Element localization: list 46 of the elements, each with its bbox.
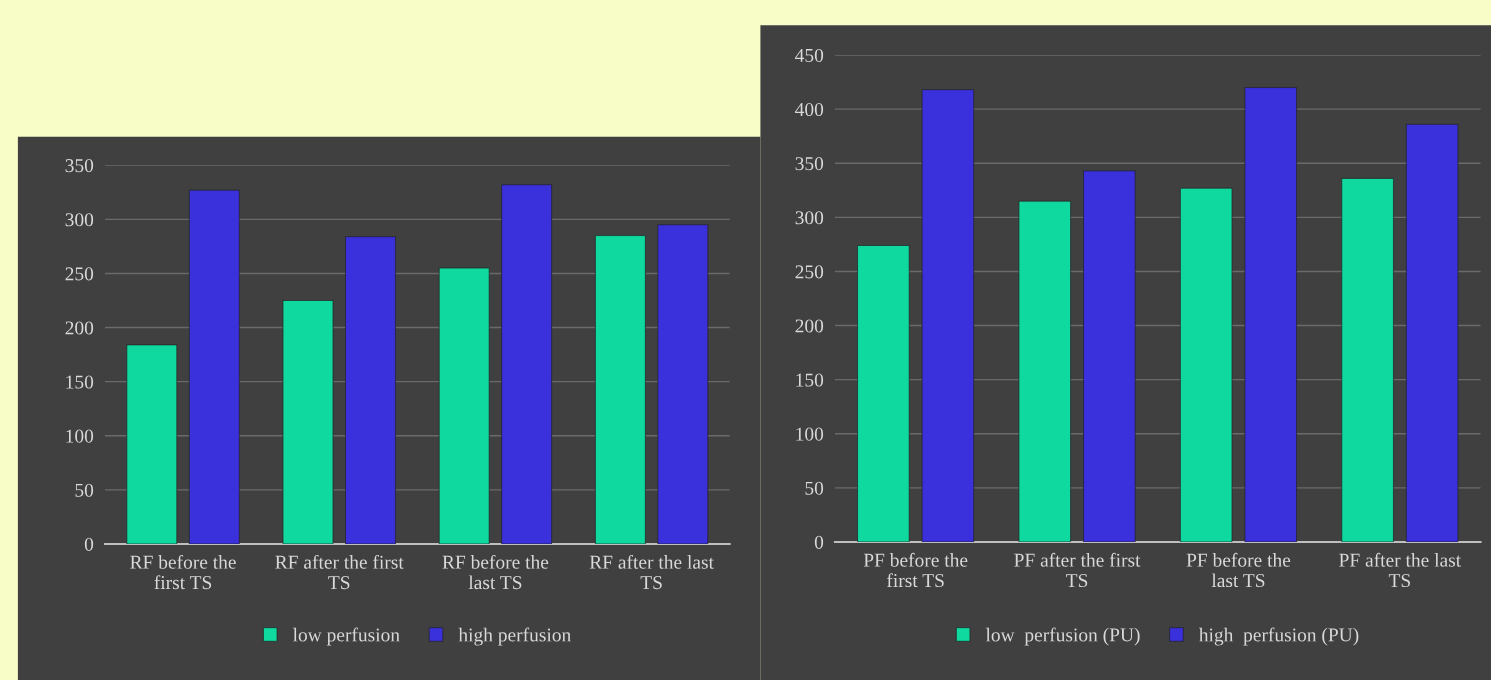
y-tick-label: 200 [795,319,824,333]
legend-label: high perfusion (PU) [1199,627,1359,646]
y-tick-label: 300 [65,213,94,227]
y-tick-label: 150 [66,375,94,389]
y-tick-label: 100 [796,427,824,441]
x-tick-label: PF before the first TS [863,552,968,588]
bar [657,224,709,544]
bar [1341,178,1394,542]
bar [345,236,396,544]
y-tick-label: 350 [795,157,824,171]
x-tick-label: RF before the first TS [130,554,236,590]
bar [1244,87,1297,542]
y-tick-label: 450 [795,48,824,63]
x-tick-label: RF before the last TS [442,554,549,590]
y-tick-label: 50 [805,481,824,495]
y-tick-label: 300 [795,211,824,225]
bar [438,267,490,544]
y-tick-label: 100 [66,429,94,443]
y-tick-label: 0 [814,535,824,549]
y-tick-label: 350 [65,159,94,173]
bar [1405,123,1459,542]
y-tick-label: 200 [65,321,94,335]
legend-label: high perfusion [458,627,571,646]
x-tick-label: PF after the last TS [1339,552,1462,588]
bar [857,245,910,542]
bar [1180,187,1233,542]
x-tick-label: PF before the last TS [1186,552,1291,588]
legend-label: low perfusion (PU) [985,627,1140,646]
bar [1083,170,1136,542]
y-tick-label: 50 [75,483,94,497]
bar [126,344,178,544]
bar [921,89,975,542]
bar [282,300,334,544]
x-tick-label: PF after the first TS [1014,552,1141,588]
y-tick-label: 250 [65,267,94,281]
x-tick-label: RF after the last TS [589,554,714,590]
y-tick-label: 400 [795,102,824,117]
y-tick-label: 250 [795,265,824,279]
y-tick-label: 150 [796,373,824,387]
x-tick-label: RF after the first TS [275,554,404,590]
bar [501,184,552,544]
bar [1018,200,1071,542]
y-tick-label: 0 [84,537,94,551]
legend-label: low perfusion [292,627,400,646]
bar [595,235,646,544]
bar [188,189,240,544]
